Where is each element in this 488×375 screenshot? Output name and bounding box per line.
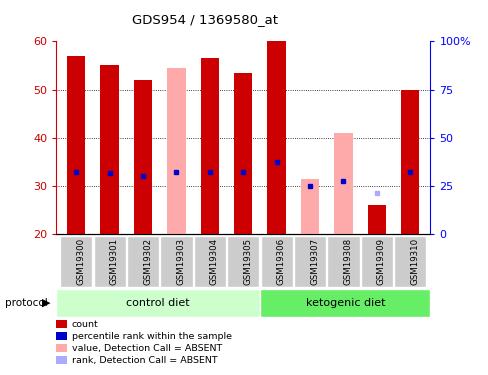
Bar [367, 206, 385, 234]
Text: rank, Detection Call = ABSENT: rank, Detection Call = ABSENT [72, 356, 217, 365]
Text: count: count [72, 320, 99, 329]
Text: GDS954 / 1369580_at: GDS954 / 1369580_at [132, 13, 278, 26]
Bar [400, 90, 419, 234]
Bar [300, 179, 319, 234]
Text: ▶: ▶ [42, 298, 51, 308]
Bar [193, 236, 225, 287]
Bar [260, 289, 429, 317]
Bar [101, 65, 119, 234]
Bar [67, 56, 85, 234]
Bar [327, 236, 359, 287]
Bar [334, 133, 352, 234]
Text: GSM19306: GSM19306 [276, 238, 285, 285]
Text: GSM19305: GSM19305 [243, 238, 252, 285]
Text: GSM19307: GSM19307 [309, 238, 319, 285]
Bar [200, 58, 219, 234]
Text: GSM19304: GSM19304 [209, 238, 219, 285]
Bar [393, 236, 426, 287]
Bar [160, 236, 192, 287]
Bar [234, 73, 252, 234]
Text: GSM19300: GSM19300 [76, 238, 85, 285]
Text: ketogenic diet: ketogenic diet [305, 298, 384, 308]
Text: GSM19308: GSM19308 [343, 238, 352, 285]
Text: control diet: control diet [126, 298, 190, 308]
Bar [267, 41, 285, 234]
Text: GSM19303: GSM19303 [176, 238, 185, 285]
Text: GSM19301: GSM19301 [109, 238, 119, 285]
Bar [127, 236, 159, 287]
Bar [134, 80, 152, 234]
Text: protocol: protocol [5, 298, 47, 308]
Bar [94, 236, 125, 287]
Text: GSM19309: GSM19309 [376, 238, 385, 285]
Bar [227, 236, 259, 287]
Text: value, Detection Call = ABSENT: value, Detection Call = ABSENT [72, 344, 222, 353]
Bar [260, 236, 292, 287]
Bar [293, 236, 325, 287]
Bar [56, 289, 260, 317]
Text: percentile rank within the sample: percentile rank within the sample [72, 332, 231, 341]
Bar [60, 236, 92, 287]
Bar [167, 68, 185, 234]
Text: GSM19310: GSM19310 [409, 238, 418, 285]
Text: GSM19302: GSM19302 [143, 238, 152, 285]
Bar [360, 236, 392, 287]
